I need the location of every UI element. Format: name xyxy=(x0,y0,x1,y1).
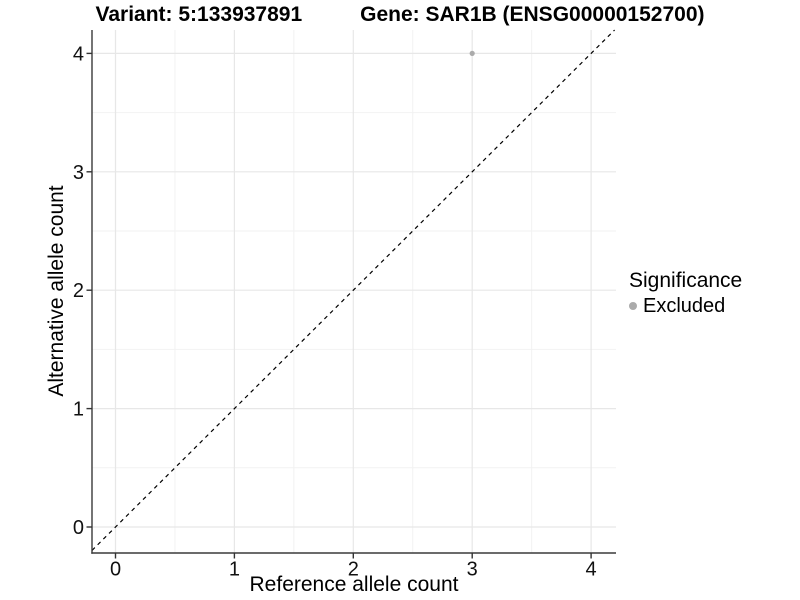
y-tick-label: 1 xyxy=(73,399,84,421)
variant-title: Variant: 5:133937891 xyxy=(95,3,303,26)
y-tick-label: 3 xyxy=(73,162,84,184)
identity-reference-line xyxy=(91,29,616,551)
plot-title-row: Variant: 5:133937891 Gene: SAR1B (ENSG00… xyxy=(0,3,800,27)
minor-gridlines xyxy=(92,30,616,553)
major-gridlines xyxy=(92,30,616,553)
legend: Significance Excluded xyxy=(629,269,742,317)
data-points-group xyxy=(469,50,475,57)
x-tick-label: 1 xyxy=(229,559,240,581)
reference-line-group xyxy=(91,29,616,551)
axis-ticks-group: 0 1 2 3 4 0 1 2 3 4 xyxy=(73,43,597,580)
gene-title: Gene: SAR1B (ENSG00000152700) xyxy=(360,3,705,26)
y-tick-label: 2 xyxy=(73,280,84,302)
x-tick-label: 3 xyxy=(467,559,478,581)
legend-key-dot xyxy=(629,302,637,310)
y-tick-label: 0 xyxy=(73,517,84,539)
data-point xyxy=(469,50,475,57)
y-axis-title: Alternative allele count xyxy=(45,185,68,397)
x-tick-label: 0 xyxy=(110,559,121,581)
x-axis-title: Reference allele count xyxy=(249,573,459,596)
legend-item-label: Excluded xyxy=(643,295,726,317)
x-tick-label: 4 xyxy=(586,559,597,581)
legend-title: Significance xyxy=(629,269,743,292)
legend-item-excluded: Excluded xyxy=(629,295,742,317)
y-tick-label: 4 xyxy=(73,43,84,65)
x-tick-label: 2 xyxy=(348,559,359,581)
